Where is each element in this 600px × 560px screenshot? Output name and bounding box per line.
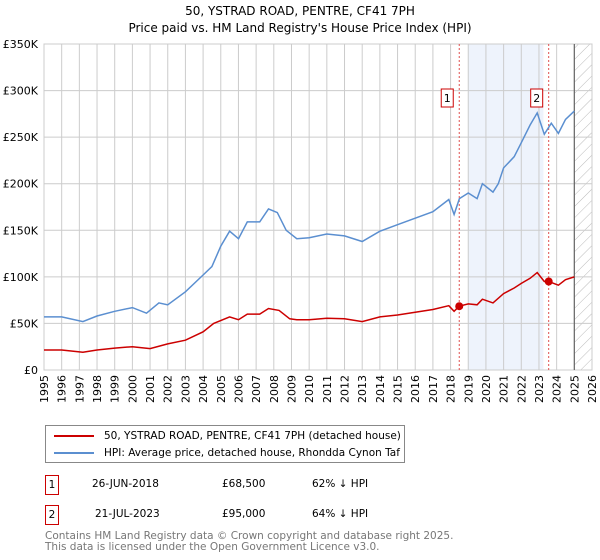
x-tick-label: 2014 bbox=[374, 375, 387, 403]
x-tick-label: 2007 bbox=[250, 375, 263, 403]
x-tick-label: 2002 bbox=[162, 375, 175, 403]
y-tick-label: £350K bbox=[3, 38, 39, 51]
forecast-hatch bbox=[574, 44, 592, 370]
x-tick-label: 2001 bbox=[144, 375, 157, 403]
sale-label-box bbox=[530, 88, 544, 108]
y-tick-label: £300K bbox=[3, 85, 39, 98]
legend-swatch-red bbox=[54, 435, 94, 437]
plot-area: 1995 1996 1997 1998 1999 2000 2001 2002 2003 2004… bbox=[3, 38, 599, 403]
x-tick-label: 2016 bbox=[409, 375, 422, 403]
x-tick-label: 2026 bbox=[586, 375, 599, 403]
legend-label: 50, YSTRAD ROAD, PENTRE, CF41 7PH (detac… bbox=[104, 430, 401, 442]
footer-licence: This data is licensed under the Open Gov… bbox=[45, 541, 380, 553]
transaction-hpi-diff: 64% ↓ HPI bbox=[312, 508, 369, 520]
x-tick-label: 1998 bbox=[91, 375, 104, 403]
x-tick-label: 2008 bbox=[268, 375, 281, 403]
property-price-line bbox=[44, 271, 575, 354]
transaction-number-badge: 1 bbox=[45, 475, 59, 495]
legend: 50, YSTRAD ROAD, PENTRE, CF41 7PH (detac… bbox=[45, 425, 405, 463]
y-tick-label: £150K bbox=[3, 224, 39, 237]
y-tick-label: £0 bbox=[24, 364, 38, 377]
x-tick-label: 2019 bbox=[462, 375, 475, 403]
legend-swatch-blue bbox=[54, 452, 94, 454]
x-tick-label: 2009 bbox=[285, 375, 298, 403]
x-tick-label: 2017 bbox=[427, 375, 440, 403]
legend-item-property: 50, YSTRAD ROAD, PENTRE, CF41 7PH (detac… bbox=[54, 428, 401, 444]
y-tick-label: £50K bbox=[10, 317, 39, 330]
x-tick-label: 2013 bbox=[356, 375, 369, 403]
sale-label-box bbox=[440, 88, 454, 108]
transaction-price: £95,000 bbox=[222, 508, 266, 520]
x-tick-label: 2010 bbox=[303, 375, 316, 403]
y-tick-label: £250K bbox=[3, 131, 39, 144]
x-tick-label: 1995 bbox=[38, 375, 51, 403]
x-tick-label: 2021 bbox=[498, 375, 511, 403]
sale-point bbox=[544, 277, 553, 286]
footer-copyright: Contains HM Land Registry data © Crown c… bbox=[45, 530, 454, 542]
x-tick-label: 2023 bbox=[533, 375, 546, 403]
chart-subtitle: Price paid vs. HM Land Registry's House … bbox=[128, 21, 472, 35]
x-tick-label: 1996 bbox=[56, 375, 69, 403]
transaction-hpi-diff: 62% ↓ HPI bbox=[312, 478, 369, 490]
x-tick-label: 2003 bbox=[179, 375, 192, 403]
sale-point bbox=[455, 302, 464, 311]
x-tick-label: 2006 bbox=[232, 375, 245, 403]
y-tick-label: £100K bbox=[3, 271, 39, 284]
y-tick-label: £200K bbox=[3, 178, 39, 191]
x-tick-label: 2020 bbox=[480, 375, 493, 403]
x-tick-label: 2015 bbox=[392, 375, 405, 403]
x-tick-label: 2018 bbox=[445, 375, 458, 403]
x-tick-label: 1999 bbox=[109, 375, 122, 403]
hpi-line bbox=[44, 110, 575, 323]
transaction-date: 21-JUL-2023 bbox=[95, 508, 160, 520]
transaction-price: £68,500 bbox=[222, 478, 266, 490]
legend-item-hpi: HPI: Average price, detached house, Rhon… bbox=[54, 445, 400, 461]
x-tick-label: 2004 bbox=[197, 375, 210, 403]
sale-label: 1 bbox=[444, 92, 451, 105]
x-tick-label: 2005 bbox=[215, 375, 228, 403]
transaction-row: 1 26-JUN-2018 £68,500 62% ↓ HPI bbox=[45, 475, 445, 495]
x-tick-label: 2024 bbox=[551, 375, 564, 403]
x-tick-label: 2000 bbox=[126, 375, 139, 403]
sale-label: 2 bbox=[533, 92, 540, 105]
transaction-number-badge: 2 bbox=[45, 505, 59, 525]
legend-label: HPI: Average price, detached house, Rhon… bbox=[104, 447, 400, 459]
transaction-row: 2 21-JUL-2023 £95,000 64% ↓ HPI bbox=[45, 505, 445, 525]
chart-title: 50, YSTRAD ROAD, PENTRE, CF41 7PH bbox=[185, 4, 415, 18]
transaction-date: 26-JUN-2018 bbox=[92, 478, 159, 490]
x-tick-label: 2012 bbox=[339, 375, 352, 403]
x-tick-label: 2025 bbox=[568, 375, 581, 403]
x-tick-label: 2011 bbox=[321, 375, 334, 403]
x-tick-label: 2022 bbox=[515, 375, 528, 403]
x-tick-label: 1997 bbox=[73, 375, 86, 403]
